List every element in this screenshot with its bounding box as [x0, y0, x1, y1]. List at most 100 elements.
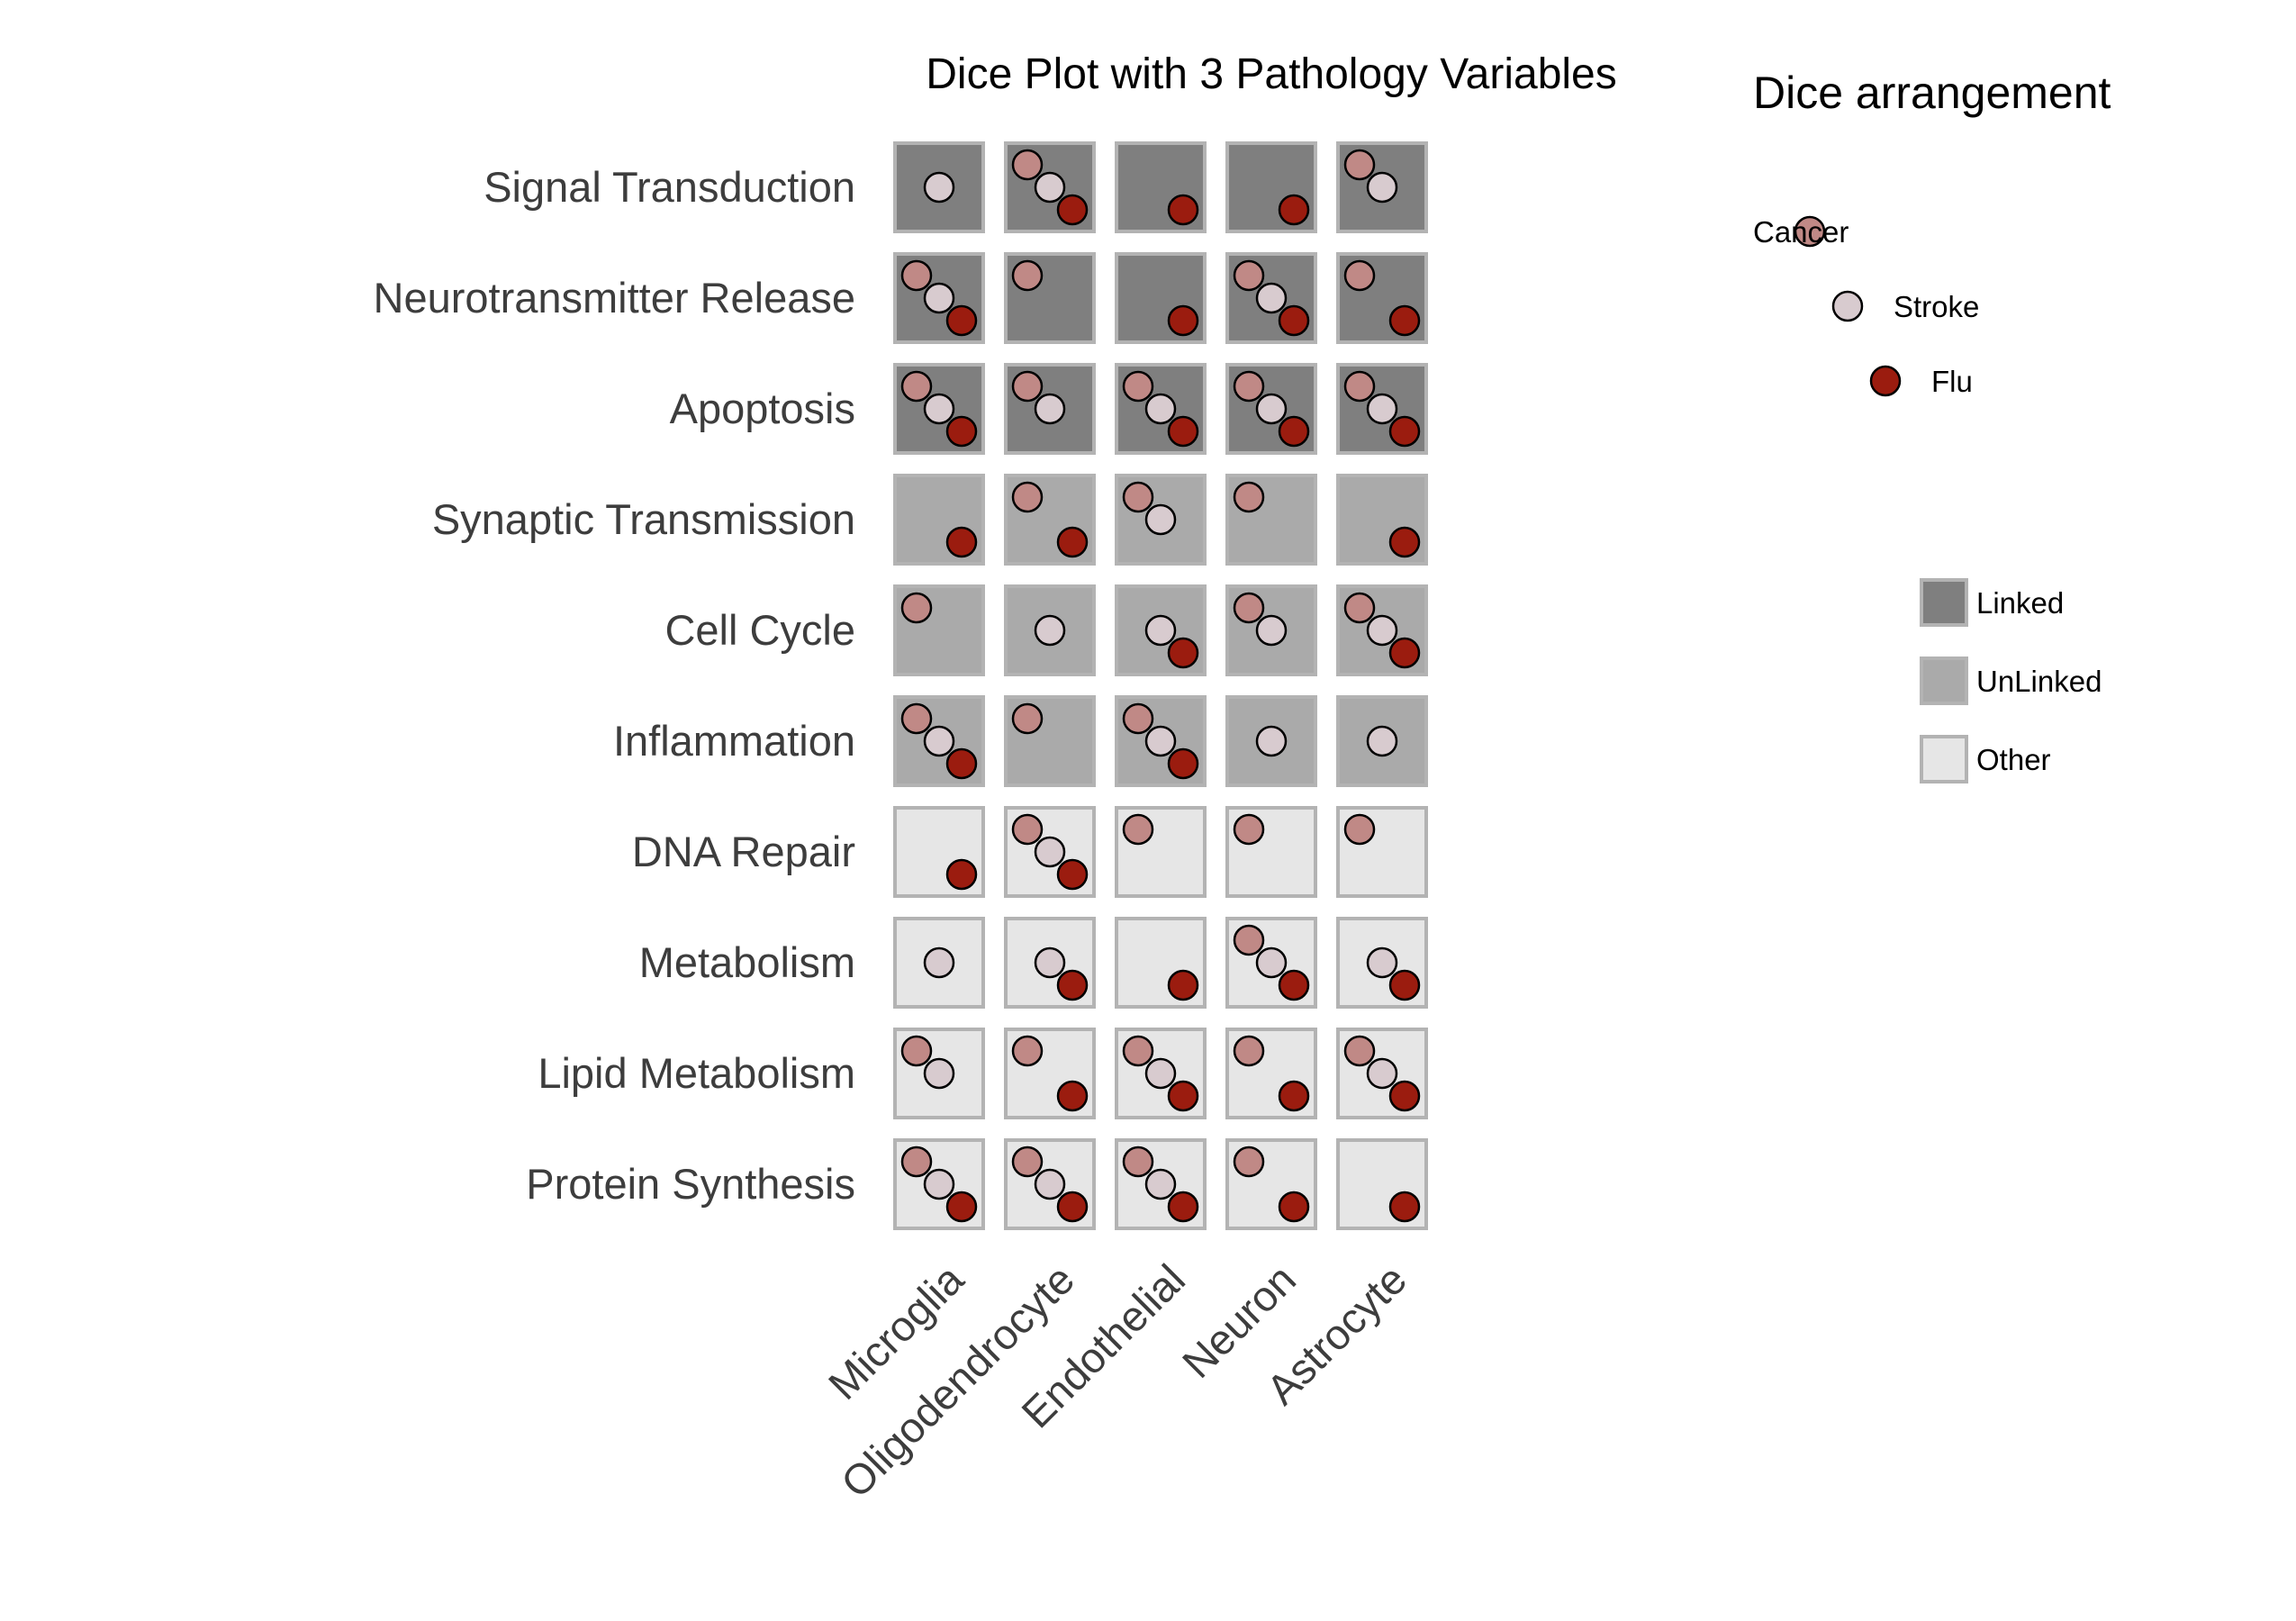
dot-cancer	[1233, 259, 1265, 292]
y-tick-label: Lipid Metabolism	[538, 1049, 855, 1097]
dot-stroke	[1144, 393, 1177, 425]
dot-flu	[945, 415, 978, 448]
dot-flu	[1056, 969, 1089, 1001]
dot-stroke	[1366, 725, 1398, 757]
dice-tile	[893, 141, 985, 233]
dot-stroke	[1144, 614, 1177, 647]
dice-legend-title: Dice arrangement	[1753, 68, 2111, 118]
dot-cancer	[1343, 370, 1376, 403]
dot-cancer	[1122, 813, 1154, 846]
y-tick-label: Apoptosis	[670, 385, 855, 432]
dot-stroke	[1034, 836, 1066, 868]
dot-cancer	[1011, 259, 1044, 292]
dot-flu	[1388, 304, 1421, 337]
dot-cancer	[900, 592, 933, 624]
dice-tile	[1336, 695, 1428, 787]
dot-stroke	[923, 1168, 955, 1200]
dot-cancer	[1011, 370, 1044, 403]
dot-cancer	[900, 1146, 933, 1178]
chart-title: Dice Plot with 3 Pathology Variables	[926, 50, 1617, 98]
dot-flu	[945, 858, 978, 891]
dot-stroke	[1255, 725, 1288, 757]
dot-flu	[1388, 415, 1421, 448]
dot-cancer	[1011, 1035, 1044, 1067]
dot-stroke	[1255, 946, 1288, 979]
dot-flu	[1167, 415, 1199, 448]
dot-stroke	[1144, 1057, 1177, 1090]
dot-flu	[1278, 304, 1310, 337]
dot-cancer	[1122, 370, 1154, 403]
dot-cancer	[900, 702, 933, 735]
group-legend: Linked UnLinked Other	[1920, 578, 2102, 783]
dot-stroke	[1034, 393, 1066, 425]
y-tick-label: Signal Transduction	[484, 163, 855, 211]
y-tick-label: Cell Cycle	[664, 606, 855, 654]
dot-stroke	[1366, 946, 1398, 979]
dots-layer	[900, 149, 1421, 1223]
dot-flu	[1167, 1191, 1199, 1223]
dot-stroke	[1034, 171, 1066, 204]
dot-cancer	[1011, 149, 1044, 181]
dot-stroke	[923, 393, 955, 425]
dot-flu	[1167, 969, 1199, 1001]
dot-stroke	[1366, 1057, 1398, 1090]
dice-tile	[1115, 806, 1207, 898]
dot-flu	[1056, 1191, 1089, 1223]
dot-flu	[945, 526, 978, 558]
dot-cancer	[1343, 592, 1376, 624]
legend-label-flu: Flu	[1931, 365, 1973, 398]
dot-cancer	[1233, 370, 1265, 403]
dot-cancer	[1343, 1035, 1376, 1067]
dot-flu	[1388, 526, 1421, 558]
dot-flu	[1278, 1080, 1310, 1112]
dot-stroke	[1255, 393, 1288, 425]
dot-stroke	[1144, 725, 1177, 757]
legend-key-linked	[1920, 578, 1968, 627]
dot-cancer	[1343, 813, 1376, 846]
dot-stroke	[1144, 1168, 1177, 1200]
dot-stroke	[923, 725, 955, 757]
dot-flu	[1388, 1080, 1421, 1112]
y-tick-label: Protein Synthesis	[526, 1160, 855, 1208]
legend-label-cancer: Cancer	[1753, 215, 1849, 249]
dot-stroke	[1255, 614, 1288, 647]
dot-flu	[1278, 415, 1310, 448]
dot-cancer	[1233, 592, 1265, 624]
dot-stroke	[1366, 171, 1398, 204]
dot-cancer	[1233, 1035, 1265, 1067]
dice-tile	[1004, 584, 1096, 676]
dot-cancer	[1343, 149, 1376, 181]
dot-flu	[1278, 1191, 1310, 1223]
dot-flu	[1388, 637, 1421, 669]
dot-stroke	[1366, 393, 1398, 425]
dot-cancer	[1011, 813, 1044, 846]
legend-label-unlinked: UnLinked	[1976, 665, 2102, 698]
y-tick-label: DNA Repair	[632, 828, 855, 875]
legend-key-unlinked	[1920, 657, 1968, 705]
dot-stroke	[1366, 614, 1398, 647]
dot-flu	[945, 304, 978, 337]
dot-cancer	[1233, 924, 1265, 956]
dot-cancer	[1233, 481, 1265, 513]
dot-flu	[1056, 858, 1089, 891]
dice-tile	[1336, 806, 1428, 898]
dot-flu	[1278, 969, 1310, 1001]
y-tick-label: Metabolism	[639, 938, 855, 986]
dot-cancer	[900, 370, 933, 403]
dot-cancer	[900, 259, 933, 292]
dot-flu	[1388, 1191, 1421, 1223]
x-axis-labels: MicrogliaOligodendrocyteEndothelialNeuro…	[819, 1254, 1415, 1507]
dot-stroke	[1034, 614, 1066, 647]
dot-flu	[1167, 194, 1199, 226]
dice-legend: Dice arrangement Cancer Stroke Flu	[1753, 68, 2111, 398]
dot-stroke	[1034, 946, 1066, 979]
legend-label-other: Other	[1976, 743, 2051, 776]
dot-stroke	[1034, 1168, 1066, 1200]
y-axis-labels: Signal Transduction Neurotransmitter Rele…	[374, 163, 856, 1208]
dot-stroke	[1144, 503, 1177, 536]
legend-dot-flu	[1869, 365, 1902, 397]
dot-flu	[1056, 526, 1089, 558]
dot-flu	[1388, 969, 1421, 1001]
dot-cancer	[1343, 259, 1376, 292]
legend-label-linked: Linked	[1976, 586, 2064, 620]
